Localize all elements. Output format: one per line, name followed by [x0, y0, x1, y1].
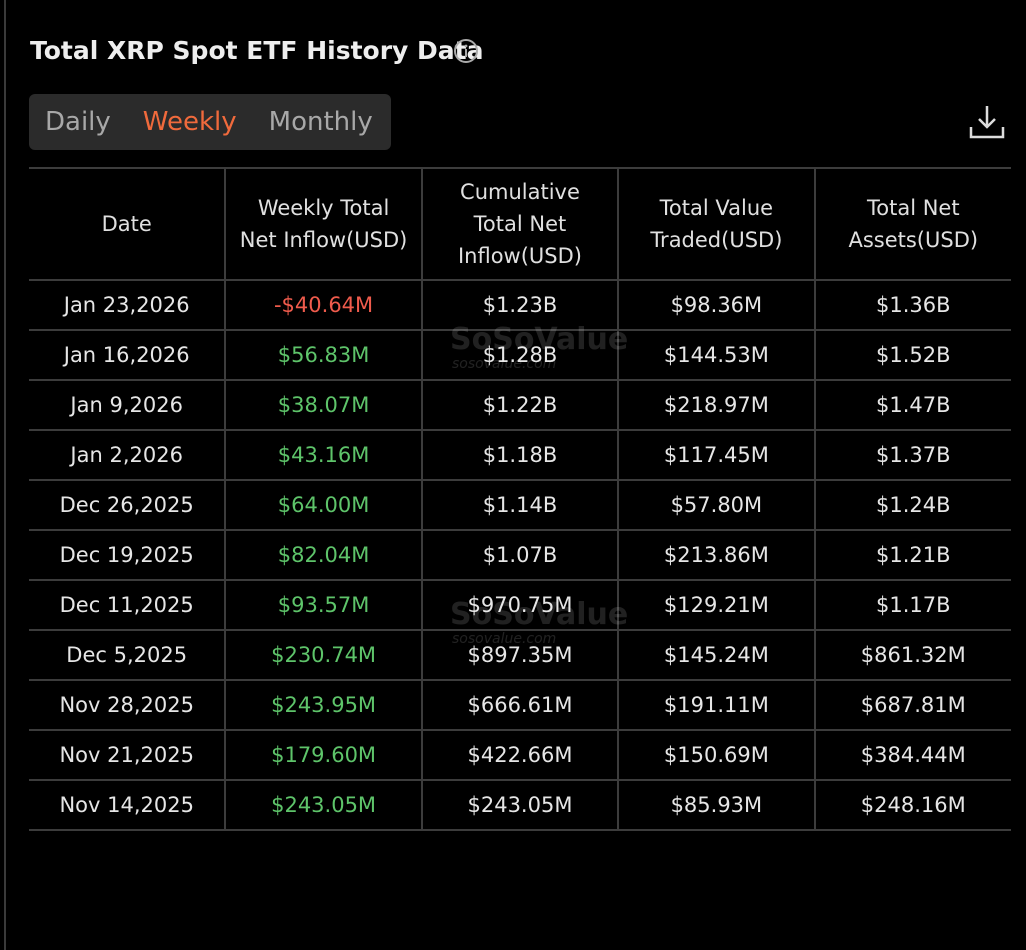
table-cell: $1.52B [813, 329, 1011, 381]
table-cell: $861.32M [813, 629, 1011, 681]
download-button[interactable] [968, 103, 1006, 141]
table-row: Dec 19,2025 $82.04M $1.07B $213.86M $1.21B [29, 529, 1011, 581]
table-row: Nov 14,2025 $243.05M $243.05M $85.93M $248.1… [29, 779, 1011, 831]
table-cell: Nov 14,2025 [29, 779, 227, 831]
table-cell: $243.95M [224, 679, 423, 731]
table-cell: $230.74M [224, 629, 423, 681]
table-cell: $970.75M [420, 579, 620, 631]
table-cell: $1.23B [420, 279, 620, 331]
table-row: Jan 23,2026 -$40.64M $1.23B $98.36M $1.36B [29, 279, 1011, 331]
table-cell: Jan 16,2026 [29, 329, 227, 381]
column-header: Total Net Assets(USD) [813, 167, 1011, 281]
column-header: Date [29, 167, 227, 281]
table-cell: $1.47B [813, 379, 1011, 431]
table-cell: $1.14B [420, 479, 620, 531]
watermark-site: sosovalue.com [452, 356, 557, 372]
table-cell: $43.16M [224, 429, 423, 481]
table-cell: $1.24B [813, 479, 1011, 531]
table-row: Jan 16,2026 $56.83M $1.28B $144.53M $1.52B [29, 329, 1011, 381]
table-cell: Jan 2,2026 [29, 429, 227, 481]
table-cell: Dec 19,2025 [29, 529, 227, 581]
table-cell: $64.00M [224, 479, 423, 531]
table-cell: $243.05M [224, 779, 423, 831]
table-cell: Dec 26,2025 [29, 479, 227, 531]
table-cell: $384.44M [813, 729, 1011, 781]
table-row: Dec 26,2025 $64.00M $1.14B $57.80M $1.24B [29, 479, 1011, 531]
column-header: Cumulative Total Net Inflow(USD) [420, 167, 620, 281]
table-cell: $1.28B [420, 329, 620, 381]
table-row: Dec 11,2025 $93.57M $970.75M $129.21M $1.17B [29, 579, 1011, 631]
table-cell: $82.04M [224, 529, 423, 581]
table-cell: -$40.64M [224, 279, 423, 331]
table-cell: Nov 28,2025 [29, 679, 227, 731]
column-header: Total Value Traded(USD) [617, 167, 816, 281]
table-cell: $422.66M [420, 729, 620, 781]
data-table: Date Weekly Total Net Inflow(USD) Cumulati… [29, 167, 1011, 831]
table-cell: $85.93M [617, 779, 816, 831]
table-cell: $98.36M [617, 279, 816, 331]
tab[interactable]: Monthly [268, 107, 373, 137]
page-title: Total XRP Spot ETF History Data [30, 36, 484, 65]
table-cell: $179.60M [224, 729, 423, 781]
watermark-site: sosovalue.com [452, 631, 557, 647]
tab[interactable]: Weekly [142, 107, 237, 137]
watermark: SoSoValue [450, 322, 629, 357]
table-cell: $38.07M [224, 379, 423, 431]
table-cell: $687.81M [813, 679, 1011, 731]
table-row: Dec 5,2025 $230.74M $897.35M $145.24M $861.3… [29, 629, 1011, 681]
table-row: Jan 9,2026 $38.07M $1.22B $218.97M $1.47B [29, 379, 1011, 431]
table-cell: Jan 23,2026 [29, 279, 227, 331]
table-cell: $145.24M [617, 629, 816, 681]
table-cell: $1.36B [813, 279, 1011, 331]
table-cell: $1.37B [813, 429, 1011, 481]
table-cell: $117.45M [617, 429, 816, 481]
panel-edge [4, 0, 6, 950]
table-cell: Nov 21,2025 [29, 729, 227, 781]
tab[interactable]: Daily [45, 107, 111, 137]
table-cell: $1.07B [420, 529, 620, 581]
table-cell: $243.05M [420, 779, 620, 831]
table-cell: Jan 9,2026 [29, 379, 227, 431]
table-cell: $1.22B [420, 379, 620, 431]
table-cell: $666.61M [420, 679, 620, 731]
table-cell: $1.17B [813, 579, 1011, 631]
table-cell: Dec 5,2025 [29, 629, 227, 681]
table-row: Nov 21,2025 $179.60M $422.66M $150.69M $384.… [29, 729, 1011, 781]
table-cell: $93.57M [224, 579, 423, 631]
table-cell: $218.97M [617, 379, 816, 431]
table-cell: $129.21M [617, 579, 816, 631]
table-cell: $213.86M [617, 529, 816, 581]
tab-bar: Daily Weekly Monthly [29, 94, 391, 150]
table-cell: $150.69M [617, 729, 816, 781]
table-cell: $56.83M [224, 329, 423, 381]
info-icon[interactable] [454, 39, 478, 63]
table-cell: $57.80M [617, 479, 816, 531]
table-cell: $1.18B [420, 429, 620, 481]
table-row: Nov 28,2025 $243.95M $666.61M $191.11M $687.… [29, 679, 1011, 731]
table-cell: $897.35M [420, 629, 620, 681]
table-cell: $144.53M [617, 329, 816, 381]
column-header: Weekly Total Net Inflow(USD) [224, 167, 423, 281]
table-cell: Dec 11,2025 [29, 579, 227, 631]
table-cell: $191.11M [617, 679, 816, 731]
table-cell: $248.16M [813, 779, 1011, 831]
table-cell: $1.21B [813, 529, 1011, 581]
table-row: Jan 2,2026 $43.16M $1.18B $117.45M $1.37B [29, 429, 1011, 481]
watermark: SoSoValue [450, 597, 629, 632]
